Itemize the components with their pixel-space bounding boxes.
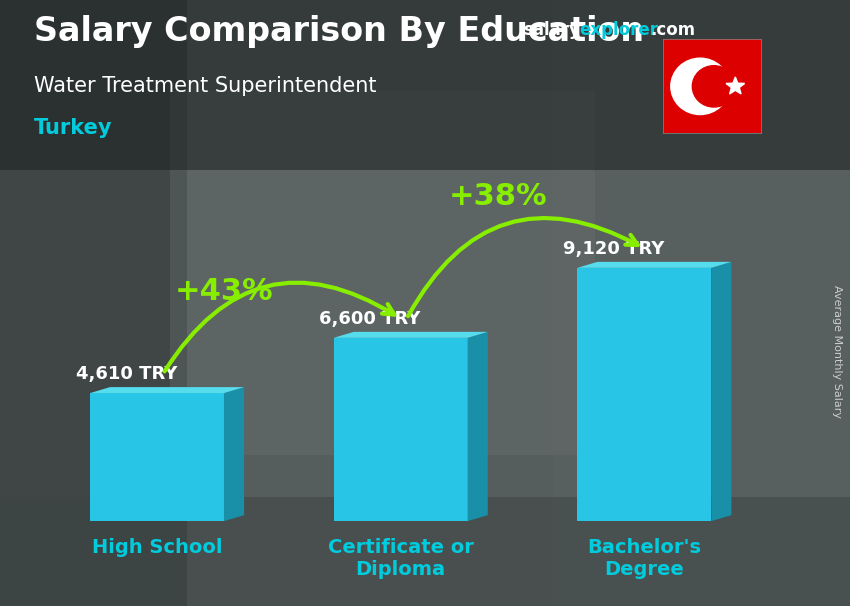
Bar <box>0 0 187 606</box>
Polygon shape <box>224 387 244 521</box>
Text: Average Monthly Salary: Average Monthly Salary <box>832 285 842 418</box>
Polygon shape <box>333 515 488 521</box>
Text: .com: .com <box>650 21 695 39</box>
Polygon shape <box>90 515 244 521</box>
Text: Water Treatment Superintendent: Water Treatment Superintendent <box>34 76 377 96</box>
Text: explorer: explorer <box>580 21 659 39</box>
Circle shape <box>671 58 729 115</box>
Polygon shape <box>90 387 244 393</box>
Text: +38%: +38% <box>449 182 547 210</box>
Bar <box>0 497 850 606</box>
Polygon shape <box>468 332 488 521</box>
Polygon shape <box>577 262 731 268</box>
Polygon shape <box>726 77 745 94</box>
Bar <box>170 91 595 454</box>
Polygon shape <box>577 268 711 521</box>
Polygon shape <box>333 338 468 521</box>
Polygon shape <box>711 262 731 521</box>
Circle shape <box>692 65 735 107</box>
Text: 9,120 TRY: 9,120 TRY <box>564 240 665 258</box>
Text: 6,600 TRY: 6,600 TRY <box>320 310 421 328</box>
Text: Turkey: Turkey <box>34 118 112 138</box>
Text: salary: salary <box>523 21 580 39</box>
Polygon shape <box>333 332 488 338</box>
Text: +43%: +43% <box>174 277 274 306</box>
Polygon shape <box>577 515 731 521</box>
Text: Salary Comparison By Education: Salary Comparison By Education <box>34 15 644 48</box>
Bar <box>552 0 850 606</box>
Polygon shape <box>90 393 224 521</box>
Text: 4,610 TRY: 4,610 TRY <box>76 365 177 383</box>
